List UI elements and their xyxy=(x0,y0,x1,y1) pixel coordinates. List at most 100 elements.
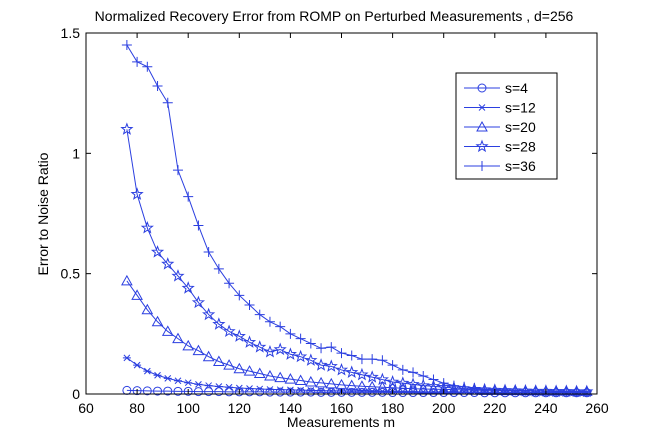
data-point xyxy=(276,386,285,394)
data-point xyxy=(181,281,195,294)
data-point xyxy=(408,367,419,378)
data-point xyxy=(368,387,377,395)
data-point xyxy=(152,80,163,91)
legend-marker xyxy=(478,104,486,111)
series-line xyxy=(126,357,587,393)
data-point xyxy=(355,367,369,381)
data-point xyxy=(377,387,387,397)
data-point xyxy=(142,61,153,72)
data-point xyxy=(316,387,326,397)
legend-marker xyxy=(477,83,487,93)
data-point xyxy=(294,374,307,386)
data-point xyxy=(571,386,582,397)
data-point xyxy=(294,349,308,363)
data-point xyxy=(133,361,142,369)
data-point xyxy=(459,381,470,392)
data-point xyxy=(193,220,204,231)
data-point xyxy=(140,221,154,234)
data-point xyxy=(173,386,183,396)
data-point xyxy=(131,289,143,300)
data-point xyxy=(233,362,246,374)
data-point xyxy=(203,247,214,258)
data-point xyxy=(316,343,327,354)
data-point xyxy=(265,387,275,397)
data-point xyxy=(161,325,174,336)
data-point xyxy=(172,332,184,344)
data-point xyxy=(428,374,439,385)
data-point xyxy=(191,295,206,309)
data-point xyxy=(296,387,306,397)
data-point xyxy=(306,387,315,394)
data-point xyxy=(295,333,306,344)
data-point xyxy=(204,382,213,389)
data-point xyxy=(244,299,255,310)
data-point xyxy=(232,329,246,342)
data-point xyxy=(255,387,265,397)
data-point xyxy=(346,350,357,361)
legend-entry: s=28 xyxy=(464,139,536,155)
data-point xyxy=(347,387,357,397)
legend-label: s=28 xyxy=(505,139,536,155)
legend-label: s=4 xyxy=(505,80,528,96)
data-point xyxy=(153,371,162,379)
data-point xyxy=(143,367,152,375)
data-point xyxy=(365,370,379,383)
data-point xyxy=(357,387,366,395)
data-point xyxy=(335,378,348,390)
data-point xyxy=(275,321,286,332)
series-line xyxy=(126,389,587,394)
legend-box xyxy=(455,72,558,180)
x-tick-label: 140 xyxy=(279,400,303,416)
data-point xyxy=(253,340,267,353)
data-point xyxy=(225,383,234,391)
y-axis-label: Error to Noise Ratio xyxy=(35,152,51,275)
x-tick-label: 260 xyxy=(585,400,609,416)
data-point xyxy=(264,316,275,327)
data-point xyxy=(377,355,388,366)
data-point xyxy=(296,386,305,394)
data-point xyxy=(234,290,245,301)
data-point xyxy=(284,373,297,384)
data-point xyxy=(173,377,182,385)
data-point xyxy=(204,387,214,397)
data-point xyxy=(171,269,185,282)
x-tick-label: 80 xyxy=(129,400,145,416)
data-point xyxy=(304,375,317,387)
data-point xyxy=(184,379,193,387)
data-point xyxy=(253,367,266,379)
data-point xyxy=(317,387,326,394)
data-point xyxy=(397,364,408,375)
data-point xyxy=(561,386,572,397)
data-point xyxy=(222,324,236,338)
data-point xyxy=(396,376,410,389)
data-point xyxy=(242,335,257,348)
legend-marker xyxy=(476,120,488,132)
data-point xyxy=(121,274,133,286)
x-tick-label: 240 xyxy=(534,400,558,416)
data-point xyxy=(406,377,420,390)
data-point xyxy=(367,354,378,365)
legend-entry: s=36 xyxy=(464,158,536,174)
legend-entry: s=4 xyxy=(464,80,528,96)
data-point xyxy=(130,187,144,200)
data-point xyxy=(243,365,256,376)
data-point xyxy=(366,380,379,392)
data-point xyxy=(263,344,277,358)
data-point xyxy=(212,317,226,330)
data-point xyxy=(153,386,163,396)
data-point xyxy=(132,56,143,67)
x-axis-label: Measurements m xyxy=(287,414,395,430)
data-point xyxy=(223,359,235,370)
data-point xyxy=(142,386,152,396)
data-point xyxy=(183,386,193,396)
data-point xyxy=(213,355,225,367)
data-point xyxy=(183,191,194,202)
data-point xyxy=(448,380,459,391)
data-point xyxy=(327,387,336,395)
data-point xyxy=(326,342,337,353)
legend-label: s=36 xyxy=(505,158,536,174)
data-point xyxy=(235,384,244,392)
chart-title: Normalized Recovery Error from ROMP on P… xyxy=(95,8,574,24)
x-tick-label: 220 xyxy=(483,400,507,416)
data-point xyxy=(194,381,203,388)
